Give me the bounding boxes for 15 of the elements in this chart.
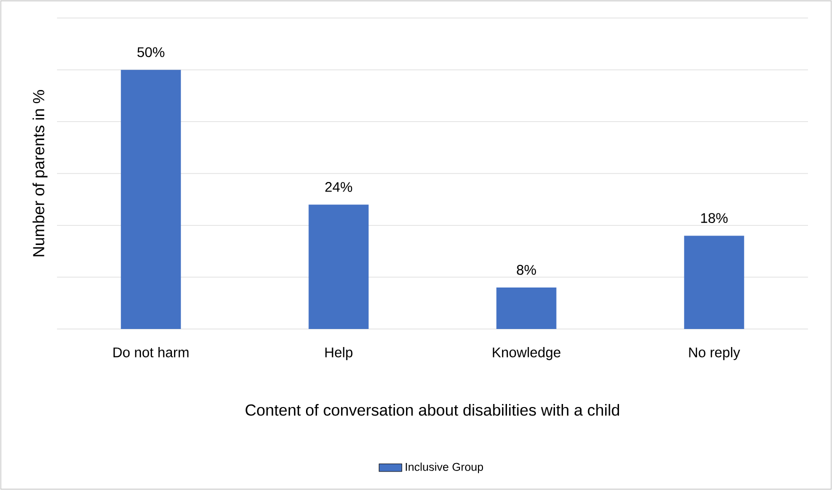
bar — [308, 204, 369, 330]
x-tick-label: Help — [325, 347, 352, 360]
x-tick-label: Knowledge — [492, 347, 560, 360]
legend-label: Inclusive Group — [406, 462, 484, 474]
x-tick-label: No reply — [689, 347, 740, 360]
data-label: 18% — [701, 213, 728, 223]
data-label: 50% — [137, 47, 164, 58]
data-label: 24% — [325, 182, 352, 192]
x-tick-label: Do not harm — [114, 347, 188, 358]
bar — [684, 236, 744, 330]
x-axis-title: Content of conversation about disabilities with a child — [246, 404, 620, 416]
data-label: 8% — [516, 264, 536, 275]
y-axis-title: Number of parents in % — [32, 90, 48, 256]
bar — [120, 70, 181, 330]
bar — [496, 288, 556, 330]
